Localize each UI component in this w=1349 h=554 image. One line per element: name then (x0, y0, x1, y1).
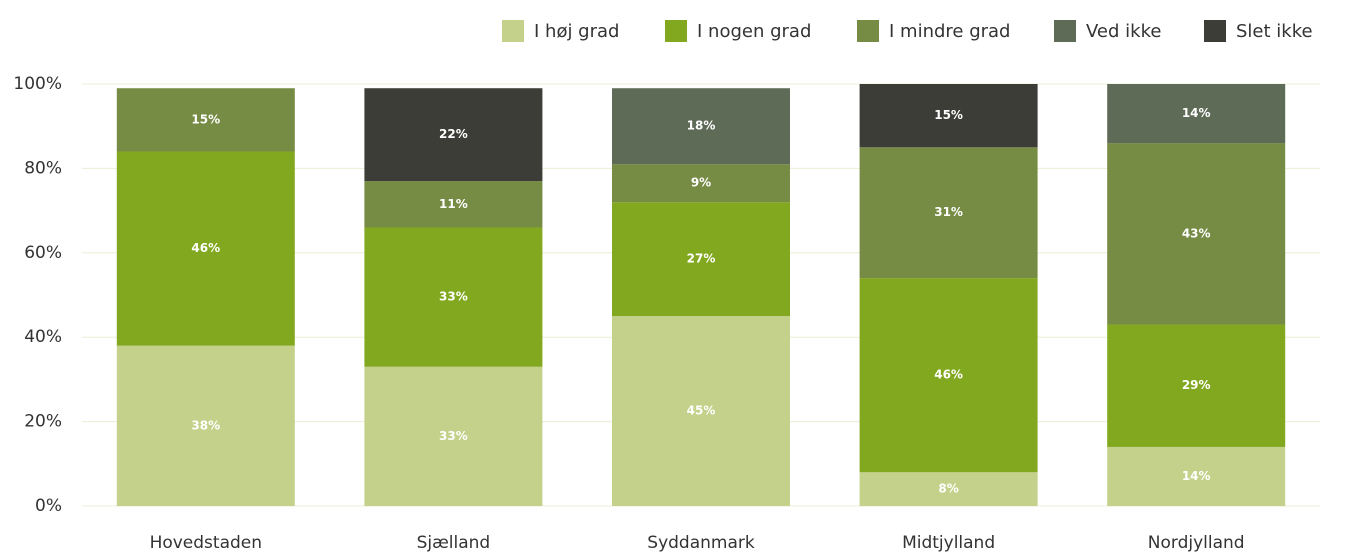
data-label: 29% (1182, 378, 1211, 392)
legend-label: Slet ikke (1236, 21, 1313, 42)
bar-segment (116, 88, 295, 152)
data-label: 46% (191, 241, 220, 255)
data-label: 14% (1182, 106, 1211, 120)
bar-segment (612, 164, 790, 203)
bar-segment (364, 181, 543, 228)
data-label: 46% (934, 368, 963, 382)
y-tick-label: 60% (24, 243, 62, 263)
legend-label: I nogen grad (697, 21, 811, 42)
bar-segment (859, 147, 1038, 279)
data-label: 27% (687, 252, 716, 266)
data-label: 15% (934, 108, 963, 122)
bar-segment (1107, 324, 1286, 447)
data-label: 22% (439, 127, 468, 141)
data-label: 43% (1182, 226, 1211, 240)
y-tick-label: 40% (24, 327, 62, 347)
bar-segment (364, 88, 543, 182)
bar-segment (1107, 446, 1286, 506)
data-label: 33% (439, 290, 468, 304)
data-label: 38% (191, 418, 220, 432)
bar-segment (116, 345, 295, 506)
x-tick-label: Syddanmark (647, 533, 755, 553)
bar-segment (859, 84, 1038, 148)
bar-segment (364, 366, 543, 506)
y-tick-label: 80% (24, 158, 62, 178)
data-label: 11% (439, 197, 468, 211)
x-tick-label: Nordjylland (1148, 533, 1245, 553)
data-label: 31% (934, 205, 963, 219)
data-label: 9% (691, 176, 711, 190)
x-tick-label: Midtjylland (902, 533, 995, 553)
legend-swatch (1204, 20, 1226, 42)
data-label: 45% (687, 404, 716, 418)
data-label: 33% (439, 429, 468, 443)
bar-segment (116, 151, 295, 346)
x-tick-label: Sjælland (417, 533, 491, 553)
bar-segment (612, 202, 790, 317)
bar-segment (364, 227, 543, 367)
data-label: 8% (938, 482, 958, 496)
y-tick-label: 0% (35, 496, 62, 516)
bar-segment (859, 278, 1038, 473)
bar-segment (612, 88, 790, 165)
legend-label: I høj grad (534, 21, 619, 42)
legend-swatch (665, 20, 687, 42)
data-label: 18% (687, 119, 716, 133)
legend-swatch (502, 20, 524, 42)
legend-label: I mindre grad (889, 21, 1010, 42)
legend-swatch (857, 20, 879, 42)
x-tick-label: Hovedstaden (150, 533, 262, 553)
y-tick-label: 100% (13, 74, 62, 94)
bar-segment (612, 316, 790, 506)
bar-segment (1107, 143, 1286, 325)
legend-label: Ved ikke (1086, 21, 1161, 42)
bar-segment (859, 472, 1038, 506)
y-tick-label: 20% (24, 412, 62, 432)
data-label: 15% (191, 112, 220, 126)
bar-segment (1107, 84, 1286, 144)
legend-swatch (1054, 20, 1076, 42)
data-label: 14% (1182, 469, 1211, 483)
